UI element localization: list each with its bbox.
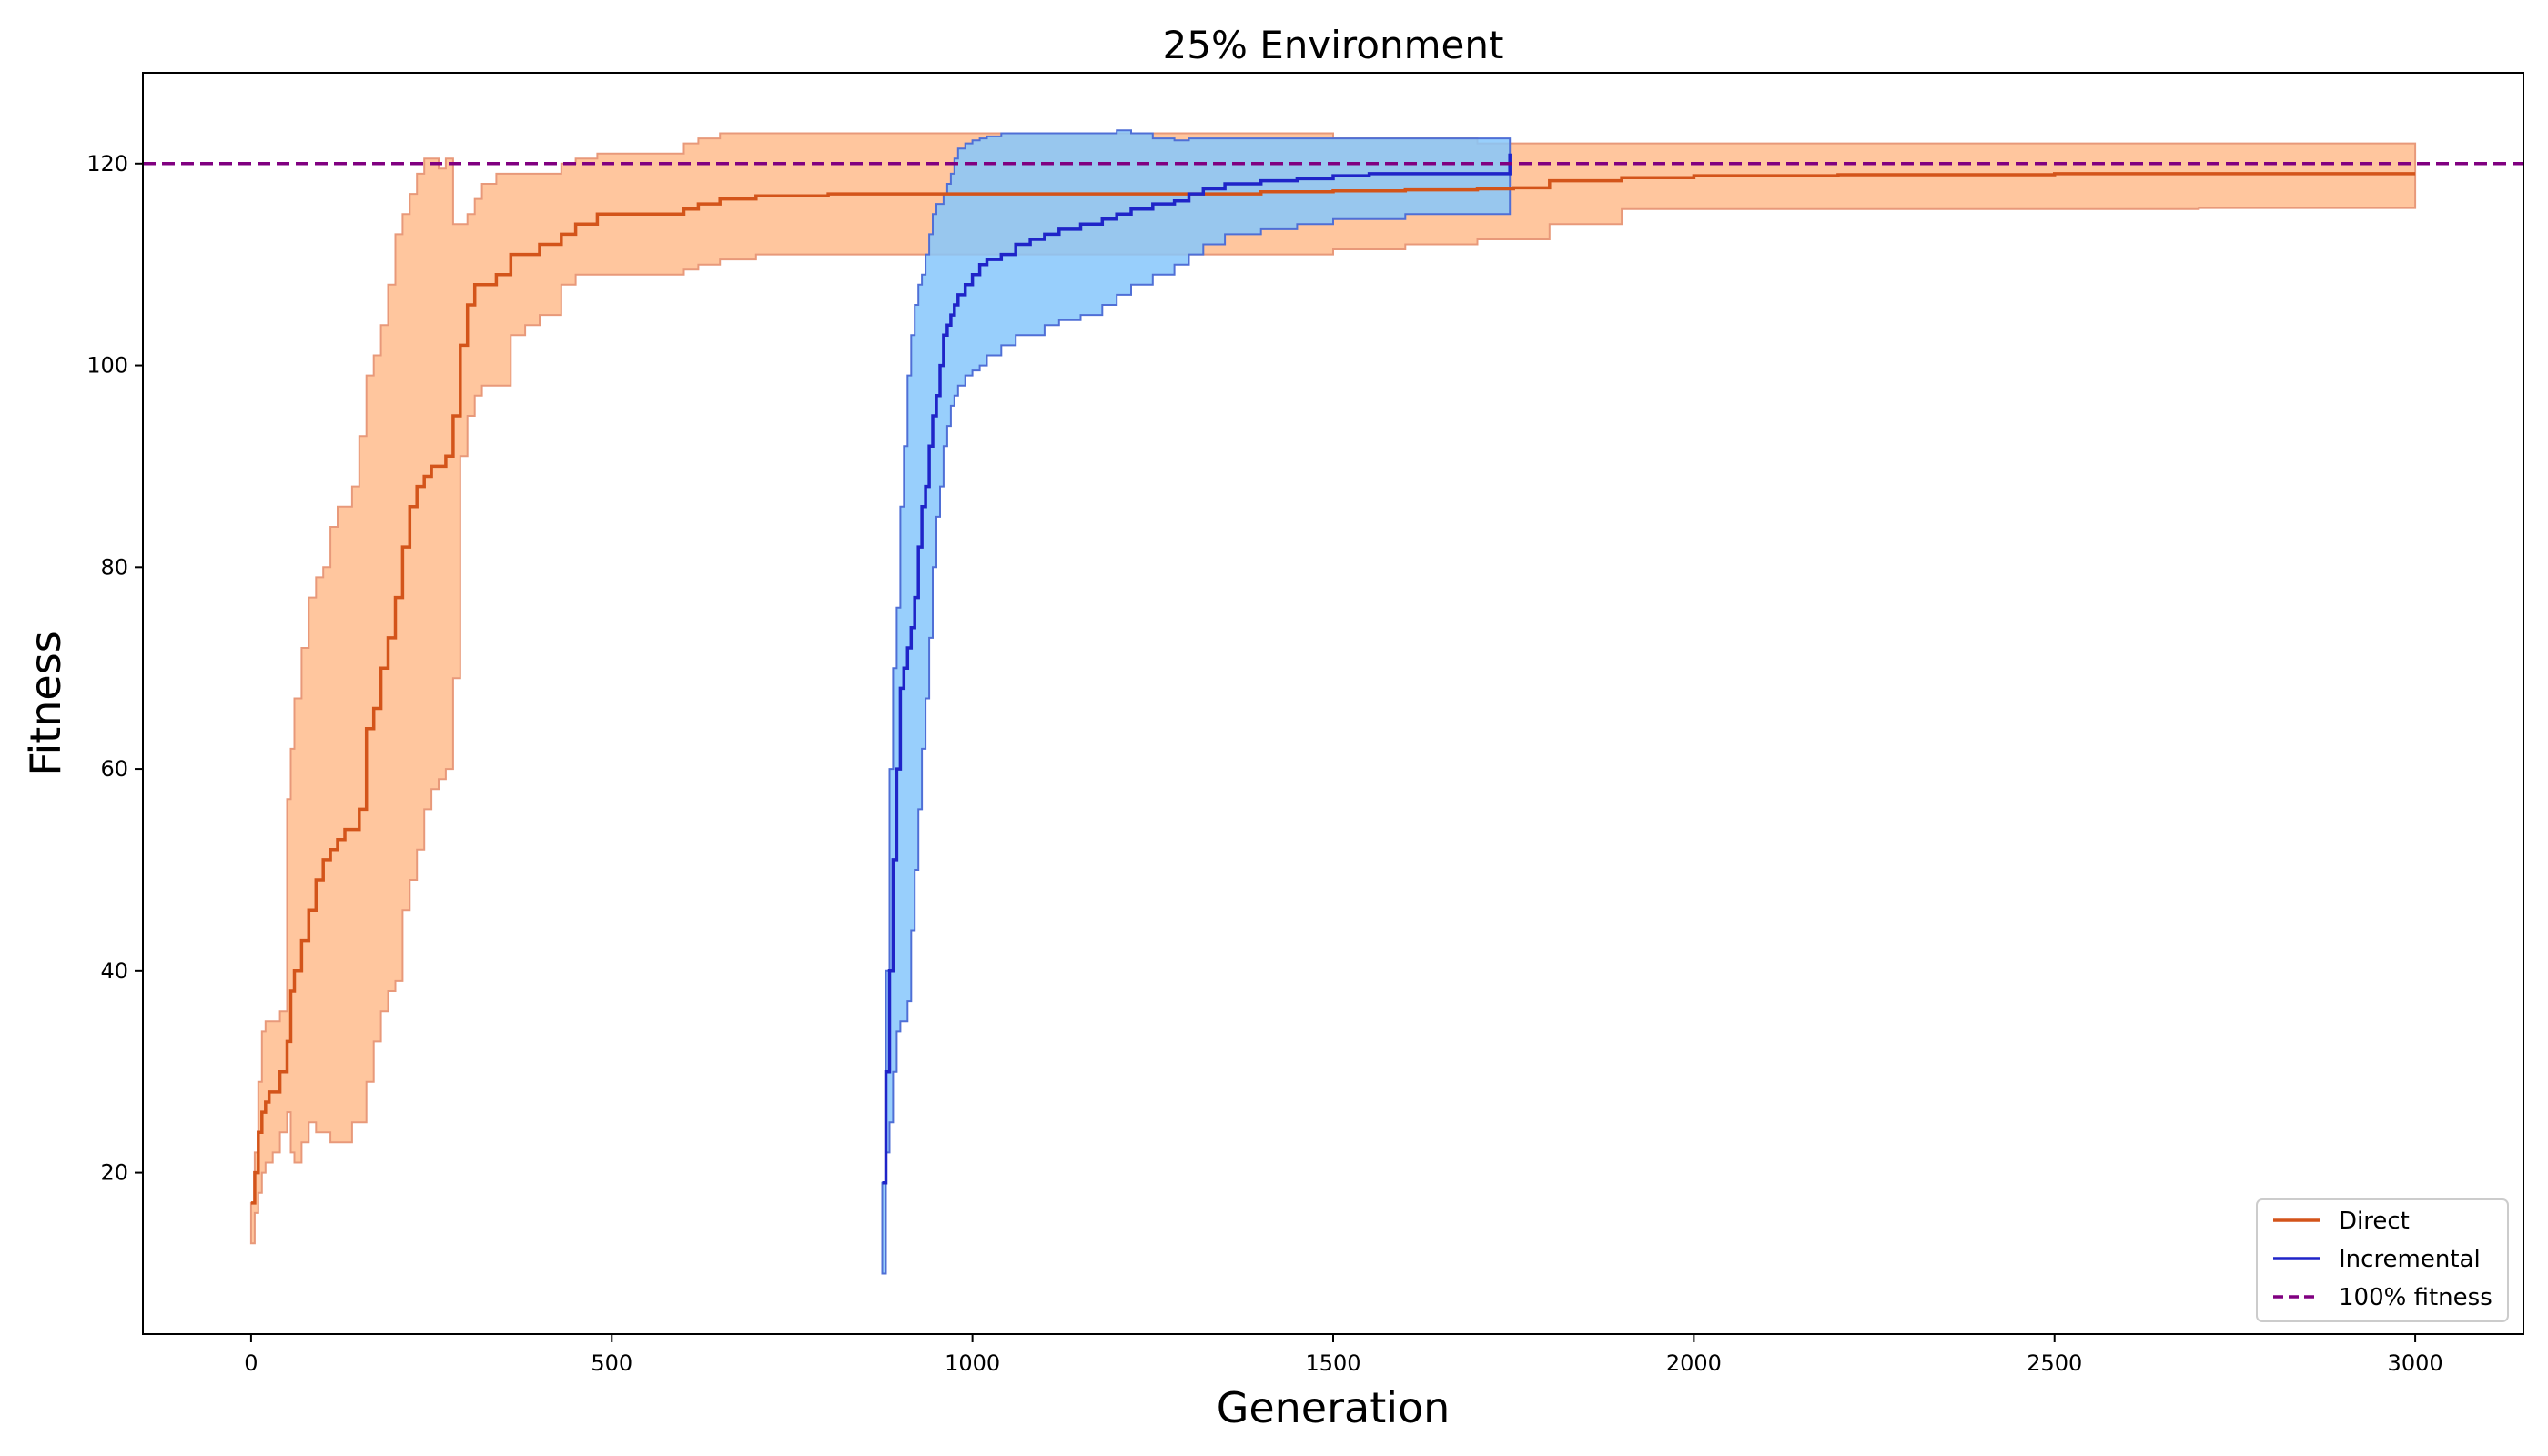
band-direct bbox=[249, 132, 2417, 1245]
x-tick-label: 1500 bbox=[1305, 1350, 1360, 1376]
y-tick-label: 120 bbox=[86, 151, 128, 177]
y-tick-label: 60 bbox=[100, 756, 128, 782]
y-axis-title: Fitness bbox=[21, 631, 70, 775]
legend-label-100-fitness: 100% fitness bbox=[2339, 1284, 2492, 1311]
x-tick-label: 2500 bbox=[2027, 1350, 2082, 1376]
chart-title: 25% Environment bbox=[1163, 23, 1504, 67]
x-tick-label: 3000 bbox=[2388, 1350, 2443, 1376]
band-incremental bbox=[881, 129, 1512, 1275]
x-tick-label: 0 bbox=[244, 1350, 258, 1376]
y-tick-label: 20 bbox=[100, 1160, 128, 1186]
series-lines bbox=[250, 153, 2416, 1205]
series-line-incremental bbox=[882, 153, 1512, 1185]
series-line-direct bbox=[250, 172, 2416, 1205]
y-tick-label: 100 bbox=[86, 353, 128, 379]
y-tick-label: 40 bbox=[100, 958, 128, 984]
legend-label-incremental: Incremental bbox=[2339, 1246, 2481, 1273]
legend: Direct Incremental 100% fitness bbox=[2256, 1198, 2509, 1322]
confidence-bands bbox=[249, 129, 2417, 1275]
x-axis-ticks: 0 500 1000 1500 2000 2500 3000 bbox=[244, 1334, 2443, 1376]
x-tick-label: 2000 bbox=[1666, 1350, 1722, 1376]
x-tick-label: 1000 bbox=[945, 1350, 1000, 1376]
plot-area bbox=[143, 129, 2523, 1275]
x-tick-label: 500 bbox=[591, 1350, 632, 1376]
x-axis-title: Generation bbox=[1217, 1383, 1451, 1432]
legend-box bbox=[2256, 1198, 2509, 1322]
y-tick-label: 80 bbox=[100, 554, 128, 580]
y-axis-ticks: 20 40 60 80 100 120 bbox=[86, 151, 143, 1186]
legend-label-direct: Direct bbox=[2339, 1208, 2410, 1235]
